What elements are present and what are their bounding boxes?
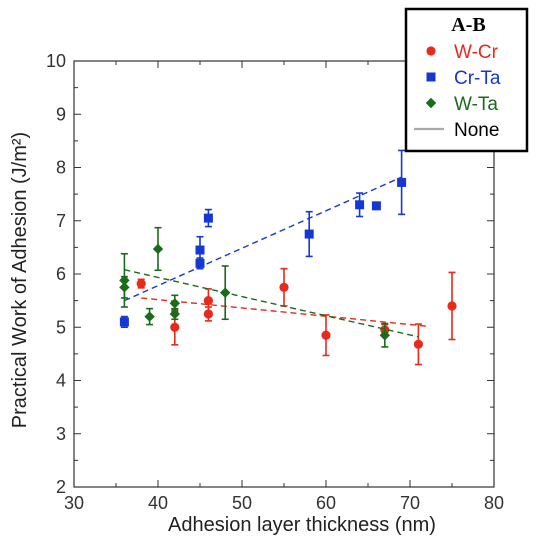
legend-label: W-Ta (454, 94, 498, 115)
data-point (119, 317, 129, 327)
data-point (371, 201, 381, 211)
trend-line (124, 176, 402, 302)
data-point (152, 243, 164, 255)
series-cr-ta (119, 149, 407, 329)
data-point (447, 301, 457, 311)
series-w-ta (119, 226, 419, 348)
trend-line (141, 297, 427, 327)
y-tick-label: 5 (56, 317, 66, 337)
data-point (355, 200, 365, 210)
series-w-cr (136, 267, 457, 366)
x-tick-label: 30 (64, 493, 84, 513)
trend-line (124, 269, 419, 338)
data-point (170, 322, 180, 332)
y-tick-label: 3 (56, 424, 66, 444)
data-point (321, 330, 331, 340)
y-axis-title: Practical Work of Adhesion (J/m²) (9, 132, 31, 428)
legend-label: Cr-Ta (454, 68, 501, 89)
data-point (304, 229, 314, 239)
y-tick-label: 8 (56, 158, 66, 178)
x-tick-label: 40 (148, 493, 168, 513)
data-point (203, 213, 213, 223)
data-point (203, 309, 213, 319)
legend-swatch (425, 97, 437, 109)
data-point (119, 275, 130, 286)
y-tick-label: 9 (56, 104, 66, 124)
x-tick-label: 60 (316, 493, 336, 513)
y-tick-label: 7 (56, 211, 66, 231)
data-point (195, 245, 205, 255)
data-point (379, 330, 390, 341)
data-point (203, 296, 213, 306)
data-point (413, 339, 423, 349)
x-tick-label: 50 (232, 493, 252, 513)
data-point (397, 177, 407, 187)
legend-swatch (426, 46, 436, 56)
data-point (136, 278, 146, 289)
y-tick-label: 10 (46, 51, 66, 71)
legend-label: None (454, 120, 499, 141)
y-tick-label: 6 (56, 264, 66, 284)
data-point (279, 282, 289, 292)
data-point (169, 298, 180, 309)
legend-box (404, 7, 529, 153)
y-tick-label: 2 (56, 477, 66, 497)
legend-title: A-B (451, 14, 485, 36)
data-point (169, 308, 180, 320)
legend-label: W-Cr (454, 42, 499, 63)
plot-layer (119, 149, 457, 366)
data-point (144, 311, 155, 322)
y-tick-label: 4 (56, 371, 66, 391)
data-point (119, 282, 130, 293)
legend: A-B W-Cr Cr-Ta W-Ta None (404, 7, 529, 153)
legend-swatch (426, 72, 436, 82)
x-axis-title: Adhesion layer thickness (nm) (168, 514, 436, 536)
data-point (220, 287, 231, 298)
x-tick-label: 80 (484, 493, 504, 513)
data-point (195, 258, 205, 268)
x-tick-label: 70 (400, 493, 420, 513)
axes-layer: 30 40 50 60 70 80 2 3 4 5 6 7 8 9 10 Adhesion layer thi… (9, 51, 504, 536)
